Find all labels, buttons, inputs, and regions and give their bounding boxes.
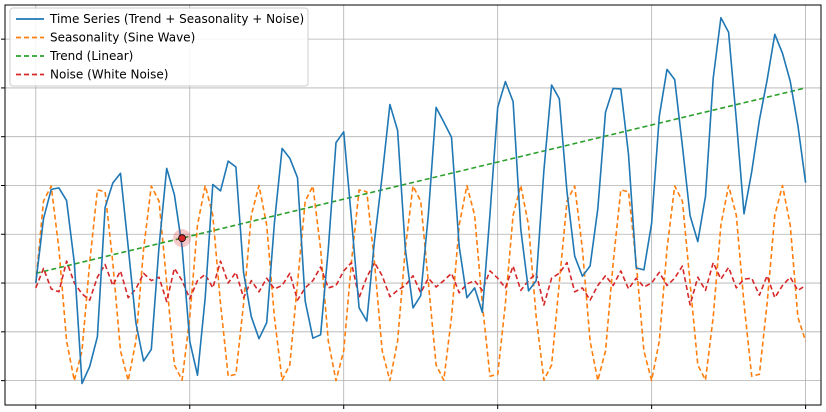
x-ticks xyxy=(35,405,807,409)
legend-box xyxy=(9,7,309,87)
highlight-marker xyxy=(173,229,192,248)
legend: Time Series (Trend + Seasonality + Noise… xyxy=(9,7,309,87)
series-line-2 xyxy=(35,87,806,275)
plot-frame xyxy=(4,4,822,406)
legend-label-0: Time Series (Trend + Seasonality + Noise… xyxy=(49,12,304,26)
legend-label-3: Noise (White Noise) xyxy=(50,68,168,82)
y-ticks xyxy=(1,38,5,382)
series-line-0 xyxy=(35,16,807,385)
series-line-1 xyxy=(35,184,807,382)
legend-label-1: Seasonality (Sine Wave) xyxy=(50,31,195,45)
legend-label-2: Trend (Linear) xyxy=(49,49,133,63)
marker-point xyxy=(178,234,186,243)
series-line-3 xyxy=(35,260,807,306)
series-lines xyxy=(35,16,807,385)
